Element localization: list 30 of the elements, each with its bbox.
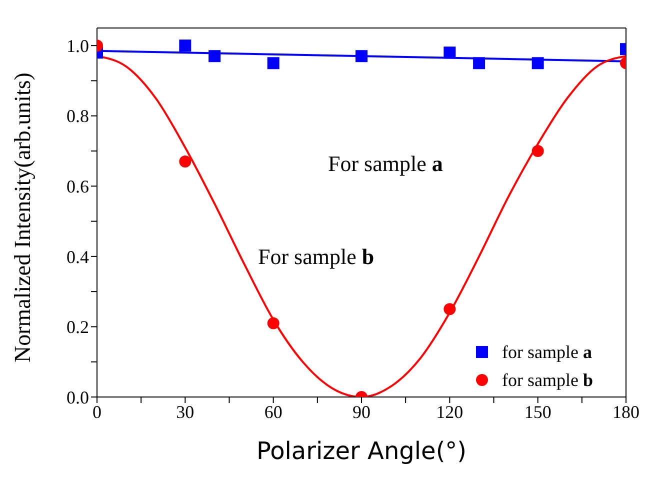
legend-label: for sample a — [502, 342, 592, 362]
y-axis-title: Normalized Intensity(arb.units) — [10, 72, 36, 362]
x-tick-label: 30 — [176, 402, 194, 422]
x-tick-label: 150 — [524, 402, 552, 422]
y-tick-label: 0.6 — [66, 176, 89, 197]
point — [267, 57, 280, 70]
y-tick-label: 0.2 — [66, 317, 89, 338]
y-tick-label: 0.4 — [66, 246, 89, 267]
y-tick-label: 0.0 — [66, 387, 89, 408]
x-tick-label: 120 — [436, 402, 464, 422]
x-tick-label: 0 — [92, 402, 102, 422]
point — [208, 50, 221, 62]
point — [532, 57, 544, 70]
x-axis-title: Polarizer Angle(°) — [256, 437, 467, 465]
legend-label: for sample b — [502, 370, 593, 390]
y-tick-label: 1.0 — [66, 36, 89, 56]
x-tick-label: 60 — [264, 402, 282, 422]
point — [532, 145, 544, 157]
point — [473, 57, 486, 70]
point — [179, 40, 192, 52]
annotation: For sample b — [258, 244, 374, 269]
point — [356, 50, 368, 62]
point — [179, 156, 192, 168]
annotation: For sample a — [328, 151, 443, 176]
point — [267, 317, 280, 330]
x-tick-label: 90 — [352, 402, 370, 422]
point — [444, 46, 456, 59]
point — [444, 303, 456, 316]
y-tick-label: 0.8 — [66, 106, 89, 126]
x-tick-label: 180 — [612, 402, 640, 422]
